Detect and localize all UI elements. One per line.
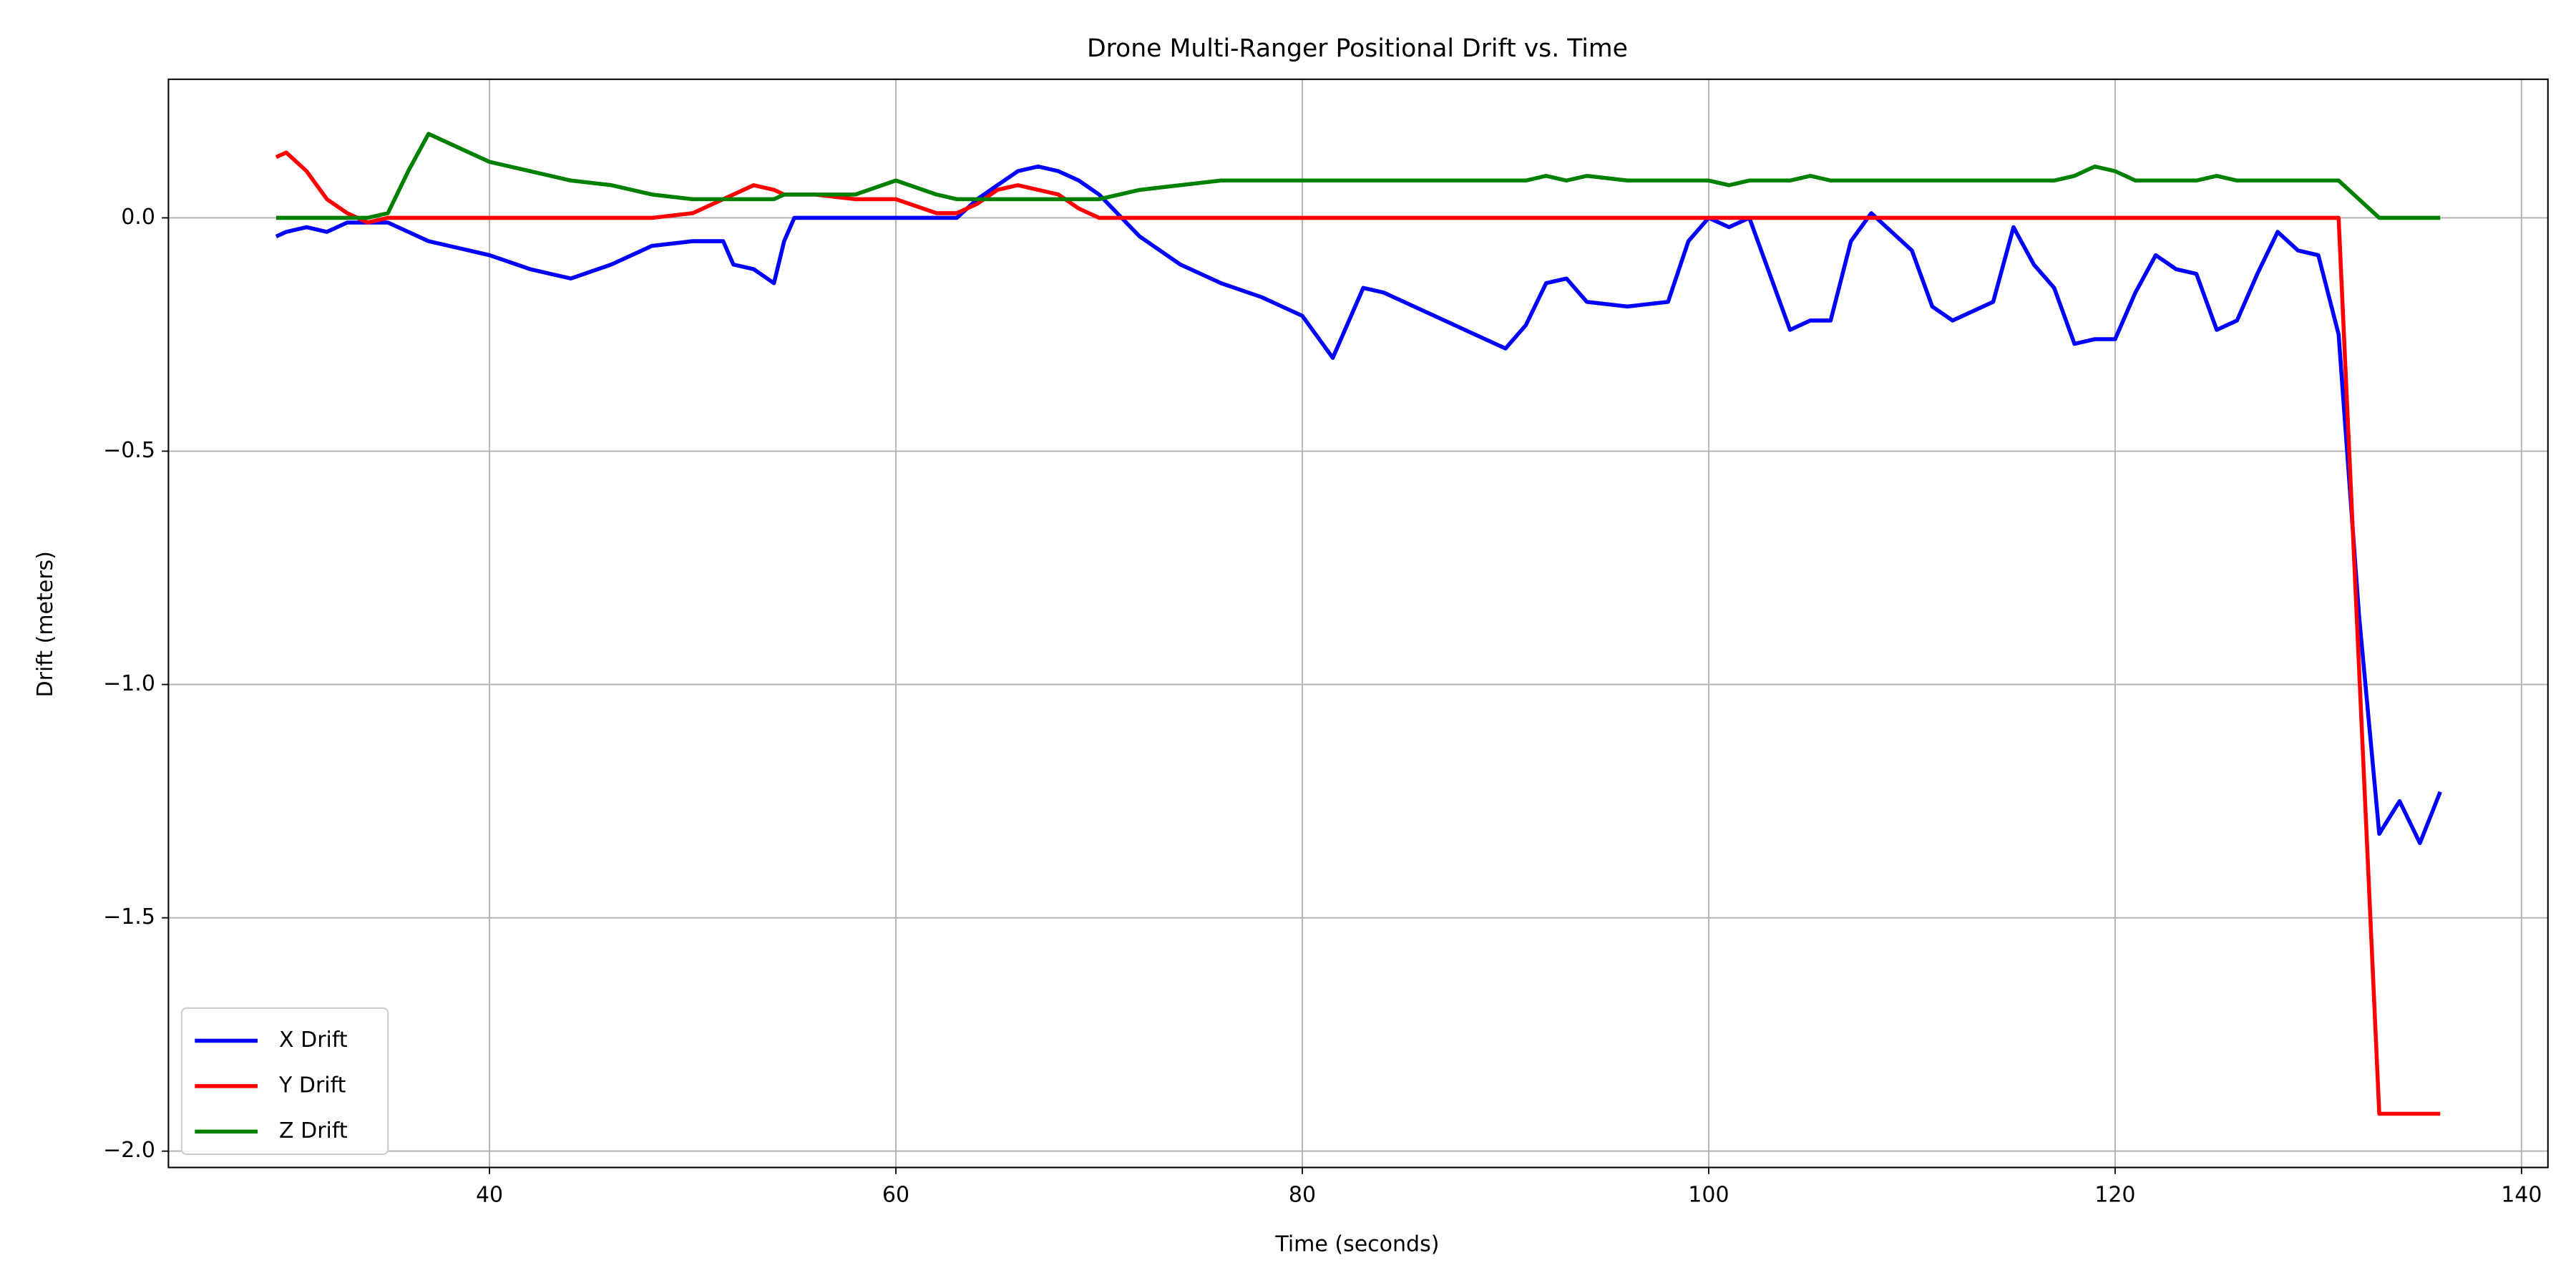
x-tick-label: 60 [882,1182,909,1207]
legend-label: Z Drift [279,1118,348,1143]
y-tick-label: −1.0 [103,671,155,696]
data-line [275,150,2441,1116]
x-tick-label: 40 [476,1182,503,1207]
data-line [275,132,2441,220]
y-tick-label: −0.5 [103,438,155,463]
x-tick-label: 100 [1688,1182,1729,1207]
y-tick-label: −1.5 [103,904,155,930]
x-tick-label: 140 [2501,1182,2542,1207]
legend-label: X Drift [279,1028,348,1053]
data-line [275,164,2442,846]
y-tick-label: 0.0 [121,205,155,230]
chart-title: Drone Multi-Ranger Positional Drift vs. … [1087,34,1628,63]
y-axis-label: Drift (meters) [33,551,58,697]
x-tick-label: 120 [2094,1182,2135,1207]
legend-label: Y Drift [278,1073,346,1098]
legend-box [180,1007,389,1156]
plot-frame [167,78,2549,1169]
x-axis-label: Time (seconds) [1274,1232,1439,1257]
x-tick-label: 80 [1289,1182,1316,1207]
y-tick-label: −2.0 [103,1138,155,1163]
